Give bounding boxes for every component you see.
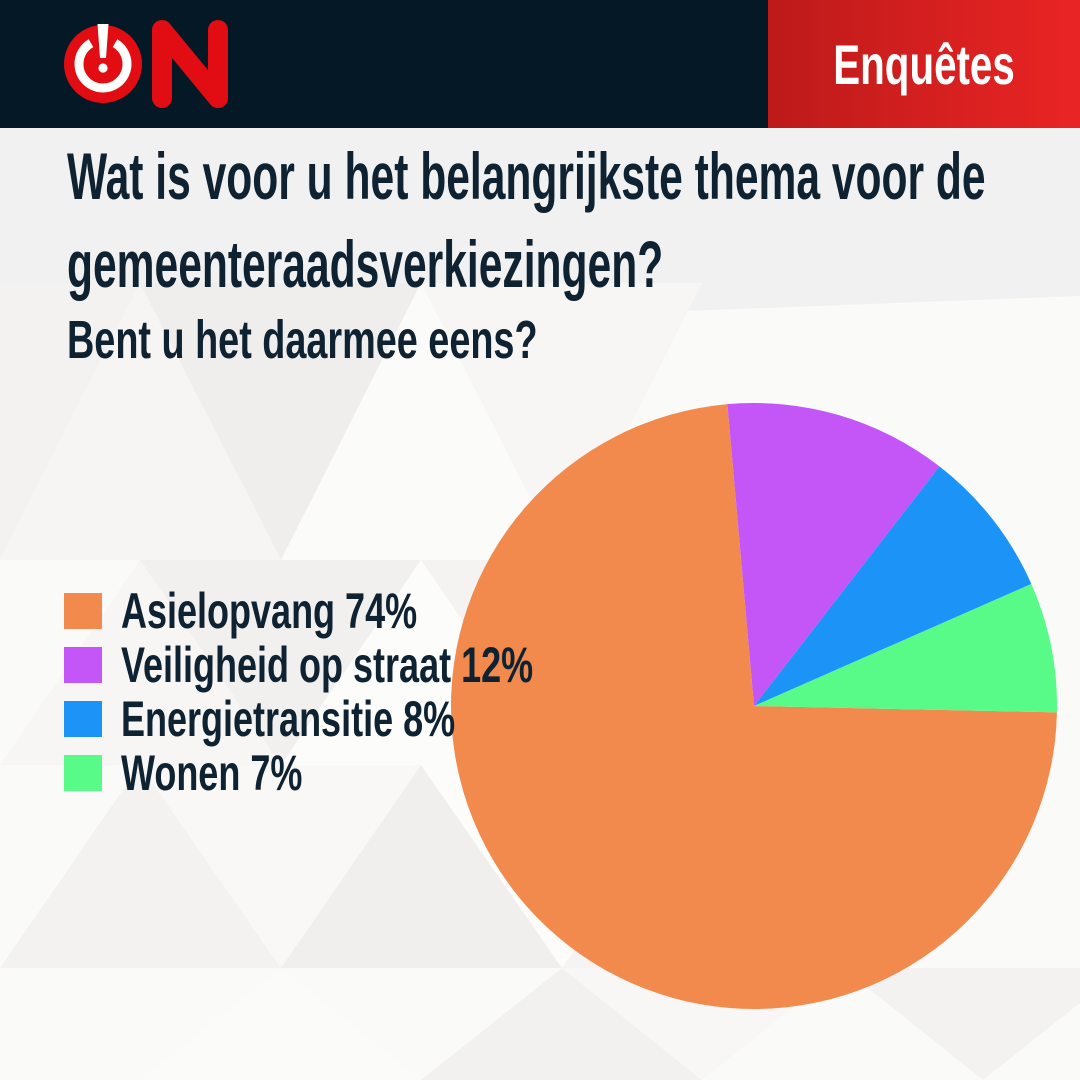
legend-item: Energietransitie 8% bbox=[64, 691, 693, 747]
legend-item: Asielopvang 74% bbox=[64, 583, 693, 639]
legend-label: Energietransitie 8% bbox=[121, 691, 456, 747]
exclamation-dot bbox=[98, 63, 108, 73]
pie-slice-wonen bbox=[754, 583, 1057, 713]
question-title-line2: gemeenteraadsverkiezingen? bbox=[67, 227, 664, 301]
chart-legend: Asielopvang 74% Veiligheid op straat 12% E… bbox=[64, 583, 693, 801]
question-subtitle: Bent u het daarmee eens? bbox=[67, 310, 538, 370]
question-title-line1: Wat is voor u het belangrijkste thema vo… bbox=[67, 139, 986, 213]
power-ring-icon bbox=[74, 39, 132, 93]
header-bar: Enquêtes bbox=[0, 0, 1080, 128]
exclamation-icon bbox=[97, 24, 109, 58]
badge-label: Enquêtes bbox=[833, 32, 1015, 96]
legend-label: Wonen 7% bbox=[121, 745, 303, 801]
pie-slice-asielopvang bbox=[450, 404, 1057, 1009]
pie-slice-energietransitie bbox=[754, 466, 1032, 706]
pie-slice-veiligheid-op-straat bbox=[727, 402, 940, 706]
legend-swatch-wonen bbox=[64, 755, 102, 791]
legend-item: Wonen 7% bbox=[64, 745, 693, 801]
legend-swatch-asielopvang bbox=[64, 593, 102, 629]
legend-swatch-veiligheid-op-straat bbox=[64, 647, 102, 683]
legend-item: Veiligheid op straat 12% bbox=[64, 637, 693, 693]
logo-letter-n bbox=[152, 20, 228, 108]
on-logo bbox=[64, 20, 228, 108]
legend-swatch-energietransitie bbox=[64, 701, 102, 737]
category-badge: Enquêtes bbox=[768, 0, 1080, 128]
legend-label: Veiligheid op straat 12% bbox=[121, 637, 534, 693]
legend-label: Asielopvang 74% bbox=[121, 583, 418, 639]
